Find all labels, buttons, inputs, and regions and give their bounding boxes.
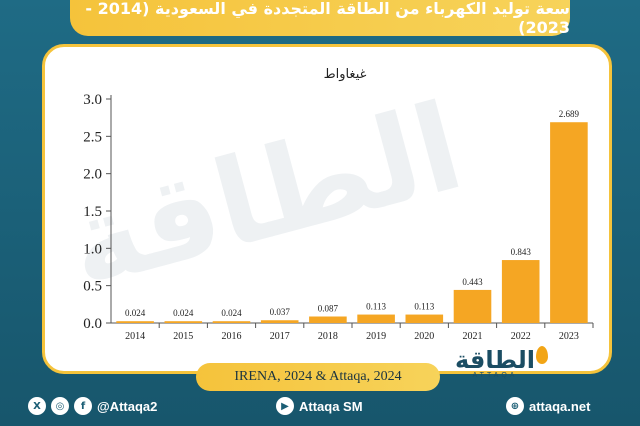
bar <box>501 260 540 323</box>
x-tick-label: 2019 <box>366 331 386 342</box>
x-tick-label: 2022 <box>511 331 531 342</box>
data-label: 0.113 <box>366 302 386 312</box>
globe-icon[interactable]: ⊕ <box>506 397 524 415</box>
y-tick-label: 1.0 <box>83 241 102 257</box>
bar <box>453 289 492 323</box>
x-tick-label: 2021 <box>463 331 483 342</box>
y-axis-unit-label: غيغاواط <box>323 67 367 82</box>
data-label: 2.689 <box>559 109 580 119</box>
x-tick-label: 2018 <box>318 331 338 342</box>
source-banner: IRENA, 2024 & Attaqa, 2024 <box>196 363 440 391</box>
data-label: 0.024 <box>125 308 146 318</box>
footer-social[interactable]: X ◎ f @Attaqa2 <box>28 394 157 418</box>
y-tick-label: 3.0 <box>83 92 102 108</box>
x-tick-label: 2015 <box>173 331 193 342</box>
x-tick-label: 2016 <box>222 331 242 342</box>
bar-chart: 0.0 0.5 1.0 1.5 2.0 2.5 3.0 2014 0.024 2015 0.024 2… <box>83 92 594 342</box>
x-tick-label: 2014 <box>125 331 145 342</box>
bar <box>260 320 299 323</box>
y-tick-label: 2.0 <box>83 167 102 183</box>
bar <box>116 321 154 323</box>
footer-website[interactable]: ⊕ attaqa.net <box>506 394 590 418</box>
instagram-icon[interactable]: ◎ <box>51 397 69 415</box>
data-label: 0.843 <box>511 247 532 257</box>
source-text: IRENA, 2024 & Attaqa, 2024 <box>234 369 402 384</box>
chart-title: سعة توليد الكهرباء من الطاقة المتجددة في… <box>85 0 570 37</box>
x-icon[interactable]: X <box>28 397 46 415</box>
data-label: 0.443 <box>462 277 483 287</box>
youtube-icon[interactable]: ▶ <box>276 397 294 415</box>
bar <box>550 122 588 323</box>
chart-card: الطاقة غيغاواط 0.0 0.5 1.0 1.5 2.0 2.5 3.0 2014… <box>42 44 612 374</box>
data-label: 0.113 <box>414 302 434 312</box>
footer: X ◎ f @Attaqa2 ▶ Attaqa SM ⊕ attaqa.net <box>0 394 640 426</box>
x-tick-label: 2023 <box>559 331 579 342</box>
x-tick-label: 2017 <box>270 331 290 342</box>
data-label: 0.087 <box>318 304 339 314</box>
bar <box>212 321 251 323</box>
data-label: 0.024 <box>221 308 242 318</box>
attaqa-logo: الطاقة ATTAQA <box>440 340 550 386</box>
footer-youtube[interactable]: ▶ Attaqa SM <box>276 394 363 418</box>
website-link[interactable]: attaqa.net <box>529 398 591 414</box>
data-label: 0.024 <box>173 308 194 318</box>
y-tick-label: 0.0 <box>83 316 102 332</box>
social-handle[interactable]: @Attaqa2 <box>97 398 158 414</box>
facebook-icon[interactable]: f <box>74 397 92 415</box>
bar <box>309 316 347 323</box>
x-tick-label: 2020 <box>414 331 434 342</box>
bar <box>357 314 395 323</box>
logo-arabic-text: الطاقة <box>455 345 535 374</box>
logo-drop-icon <box>536 346 548 364</box>
y-tick-label: 0.5 <box>83 279 102 295</box>
logo-latin-text: ATTAQA <box>472 371 518 379</box>
bar <box>405 314 444 323</box>
y-tick-label: 1.5 <box>83 204 102 220</box>
bar <box>164 321 203 323</box>
title-banner: سعة توليد الكهرباء من الطاقة المتجددة في… <box>70 0 570 37</box>
youtube-channel[interactable]: Attaqa SM <box>299 398 363 414</box>
y-tick-label: 2.5 <box>83 129 102 145</box>
data-label: 0.037 <box>270 307 291 317</box>
